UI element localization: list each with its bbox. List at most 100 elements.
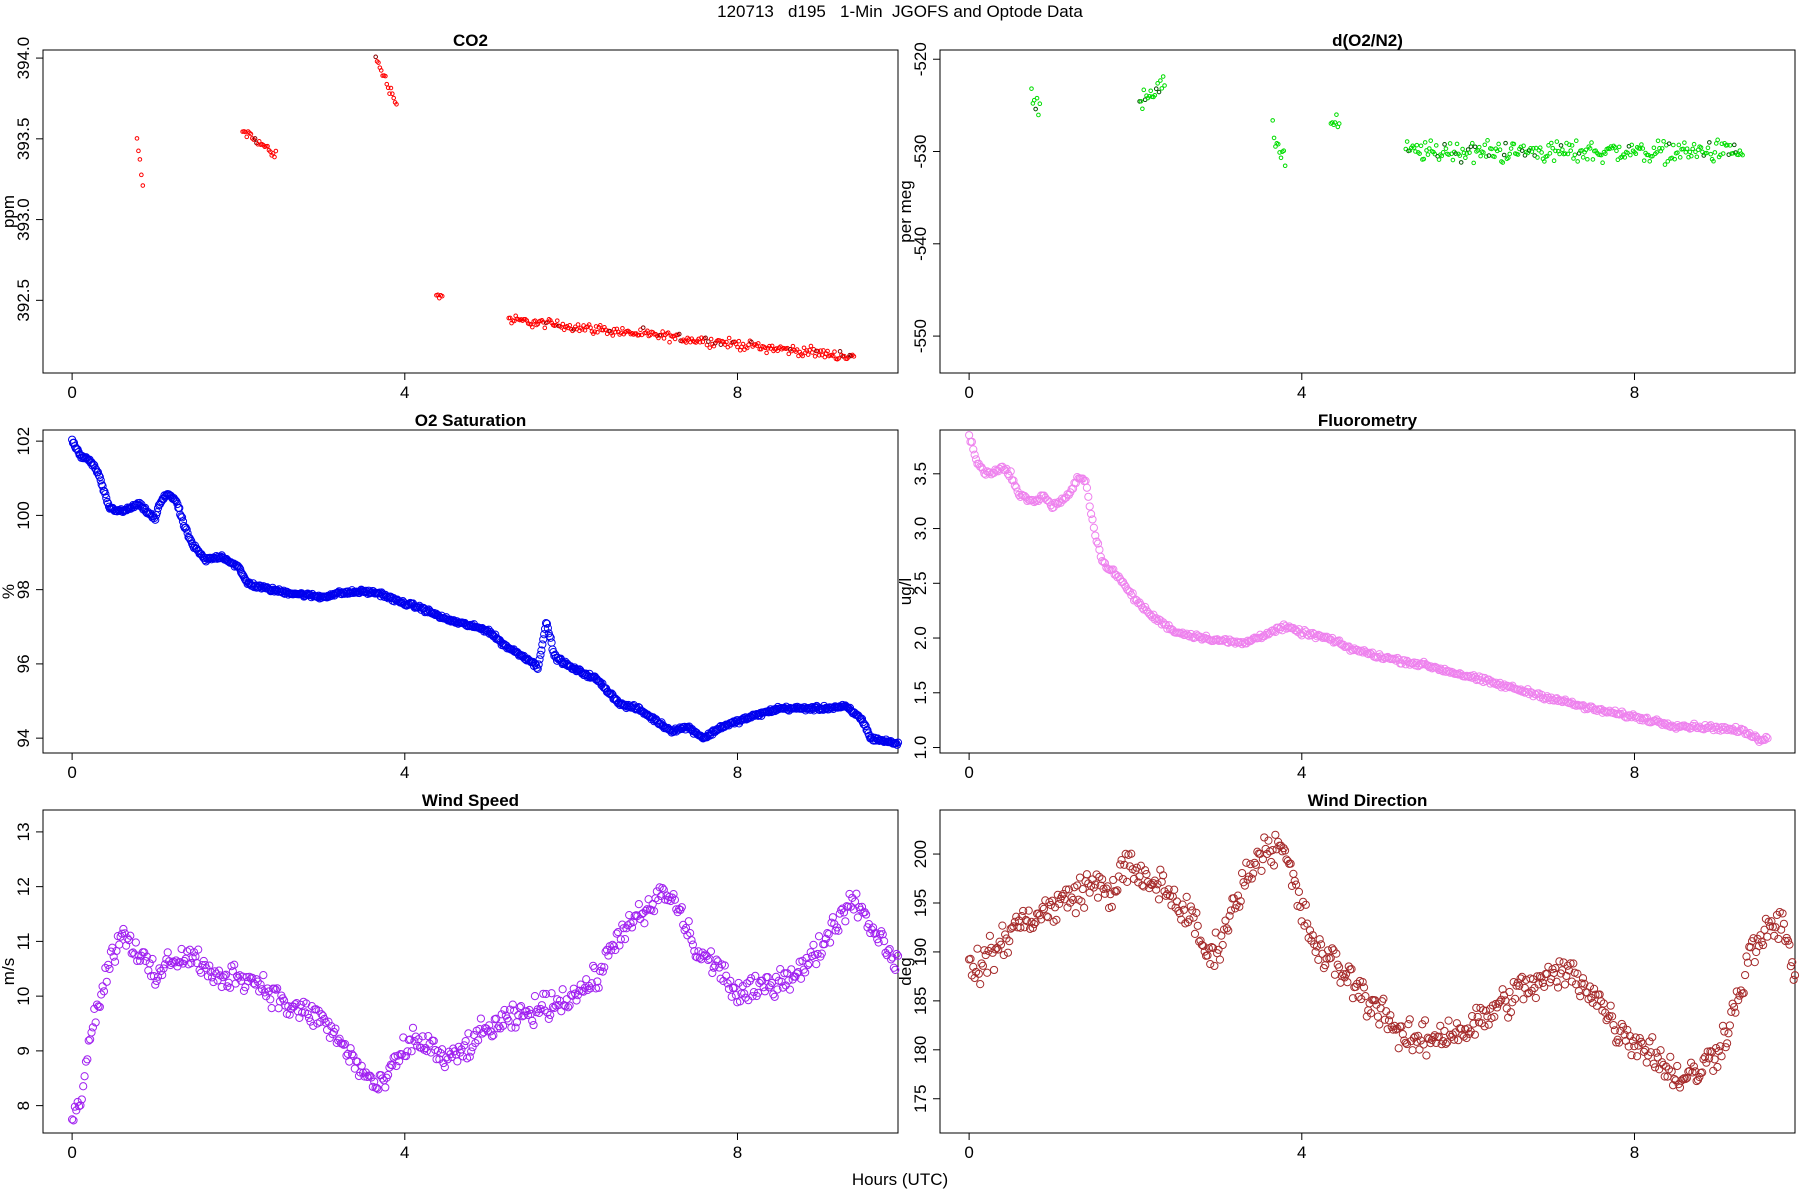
do2n2-point: [1665, 159, 1671, 164]
do2n2-point: [1740, 152, 1745, 158]
wspd-point: [185, 945, 194, 954]
co2-point: [391, 95, 397, 101]
wspd-point: [437, 1045, 447, 1054]
wspd-point: [298, 1008, 307, 1017]
wspd-point: [242, 972, 251, 982]
wspd-ytick-label: 8: [14, 1101, 33, 1110]
wdir-point: [1689, 1062, 1698, 1071]
wspd-point: [508, 1000, 517, 1009]
wspd-point: [544, 1014, 553, 1024]
wspd-point: [755, 978, 764, 988]
wdir-point: [1237, 868, 1247, 878]
wspd-point: [572, 996, 581, 1005]
wspd-point: [529, 1020, 538, 1030]
wdir-point: [1132, 863, 1141, 872]
wspd-points: [68, 883, 903, 1125]
fluor-points: [965, 431, 1772, 747]
wspd-point: [372, 1084, 382, 1093]
wdir-point: [1106, 890, 1115, 899]
wdir-point: [1402, 1039, 1412, 1049]
wspd-point: [763, 973, 772, 982]
wdir-point: [1681, 1074, 1690, 1084]
wspd-point: [880, 936, 889, 946]
wdir-point: [1695, 1072, 1704, 1082]
do2n2-point: [1433, 143, 1439, 148]
co2-point: [244, 134, 250, 140]
wspd-point: [776, 964, 785, 974]
co2-point: [273, 148, 279, 154]
wspd-point: [724, 984, 734, 994]
do2n2-point: [1569, 143, 1575, 148]
wspd-point: [500, 1005, 509, 1015]
wspd-point: [726, 976, 735, 985]
fluor-point: [1056, 498, 1065, 507]
wdir-point: [1042, 912, 1051, 921]
wdir-point: [1650, 1063, 1660, 1072]
wspd-point: [106, 947, 116, 956]
wdir-ytick-label: 180: [911, 1036, 930, 1064]
wdir-point: [1560, 980, 1570, 989]
wdir-point: [1646, 1048, 1655, 1057]
wdir-point: [1153, 880, 1162, 889]
wspd-point: [418, 1032, 427, 1041]
co2-point: [272, 154, 277, 160]
fluor-point: [1750, 731, 1760, 740]
wspd-point: [163, 948, 172, 957]
wdir-point: [1765, 922, 1775, 931]
wdir-point: [1567, 977, 1576, 986]
wspd-point: [823, 929, 832, 938]
co2-point: [735, 344, 740, 350]
o2sat-point: [300, 591, 310, 600]
fluor-ytick-label: 1.0: [911, 736, 930, 760]
wdir-point: [1742, 952, 1751, 961]
do2n2-point: [1334, 112, 1339, 117]
wspd-point: [738, 981, 747, 991]
wspd-xtick-label: 8: [733, 1143, 742, 1162]
wdir-point: [1304, 933, 1313, 943]
o2sat-point: [539, 635, 548, 644]
wspd-point: [230, 960, 239, 969]
wspd-point: [151, 980, 160, 989]
do2n2-point: [1155, 81, 1160, 86]
co2-point: [137, 157, 143, 162]
wspd-point: [712, 955, 721, 964]
do2n2-point: [1506, 155, 1511, 161]
co2-plot-frame: [42, 49, 899, 374]
wdir-point: [1102, 884, 1111, 893]
wspd-point: [346, 1044, 355, 1053]
do2n2-point: [1551, 158, 1557, 163]
wspd-point: [604, 951, 613, 960]
do2n2-point: [1413, 149, 1418, 154]
wspd-point: [889, 963, 898, 972]
fluor-point: [1631, 713, 1640, 722]
co2-point: [707, 345, 713, 350]
wdir-point: [1383, 1025, 1392, 1034]
do2n2-point: [1160, 74, 1166, 79]
co2-point: [140, 183, 146, 188]
wdir-point: [1002, 934, 1011, 943]
co2-point: [851, 354, 857, 359]
fluor-point: [1093, 539, 1103, 548]
o2sat-ytick-label: 94: [14, 729, 33, 748]
wdir-point: [1516, 974, 1525, 983]
o2sat-title: O2 Saturation: [415, 411, 526, 430]
fluor-point: [1192, 630, 1201, 639]
wdir-point: [1038, 903, 1047, 912]
wdir-point: [1764, 917, 1773, 926]
wdir-point: [1027, 917, 1036, 927]
do2n2-point: [1277, 150, 1282, 155]
o2sat-point: [356, 587, 365, 596]
wspd-point: [453, 1057, 462, 1066]
wspd-point: [579, 987, 588, 996]
wdir-point: [1328, 944, 1337, 953]
wspd-point: [884, 946, 893, 955]
wspd-point: [515, 1003, 524, 1012]
wdir-point: [1666, 1052, 1675, 1061]
o2sat-point: [87, 458, 96, 467]
wspd-point: [780, 969, 789, 978]
wdir-point: [1578, 974, 1588, 983]
wspd-point: [734, 978, 743, 988]
wdir-point: [1569, 959, 1578, 968]
wspd-point: [817, 949, 826, 958]
figure-xlabel: Hours (UTC): [851, 1170, 949, 1189]
